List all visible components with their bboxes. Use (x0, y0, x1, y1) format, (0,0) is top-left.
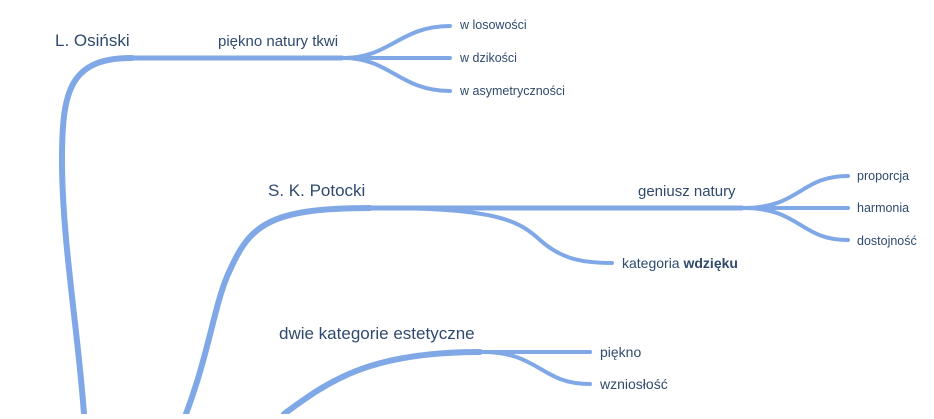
node-potocki: S. K. Potocki (268, 181, 366, 200)
node-osinski: L. Osiński (55, 31, 130, 50)
kategoria-bold: wdzięku (683, 255, 738, 271)
branch-w-asymetrycznosci (342, 56, 452, 93)
branch-dostojnosc (742, 206, 850, 242)
branch-dwie-kategorie (281, 349, 483, 417)
node-geniusz-natury: geniusz natury (638, 183, 736, 200)
node-w-asymetrycznosci: w asymetryczności (460, 84, 565, 98)
node-w-dzikosci: w dzikości (460, 51, 517, 65)
branch-w-losowosci (342, 24, 452, 60)
branch-wzniosłosc (480, 350, 592, 386)
node-wzniosłosc: wzniosłość (600, 376, 668, 392)
branch-proporcja (742, 174, 850, 210)
branch-potocki (183, 205, 373, 417)
kategoria-prefix: kategoria (622, 255, 684, 271)
node-kategoria-wdzieku: kategoria wdzięku (622, 256, 738, 270)
node-dwie-kategorie: dwie kategorie estetyczne (279, 324, 475, 343)
node-harmonia: harmonia (857, 201, 910, 215)
node-w-losowosci: w losowości (460, 18, 527, 32)
branch-kategoria-wdzieku (378, 206, 614, 265)
node-proporcja: proporcja (857, 169, 910, 183)
node-piekno-natury: piękno natury tkwi (218, 33, 339, 50)
node-piekno: piękno (600, 344, 642, 360)
node-dostojnosc: dostojność (857, 234, 917, 248)
branch-osinski (58, 55, 135, 417)
